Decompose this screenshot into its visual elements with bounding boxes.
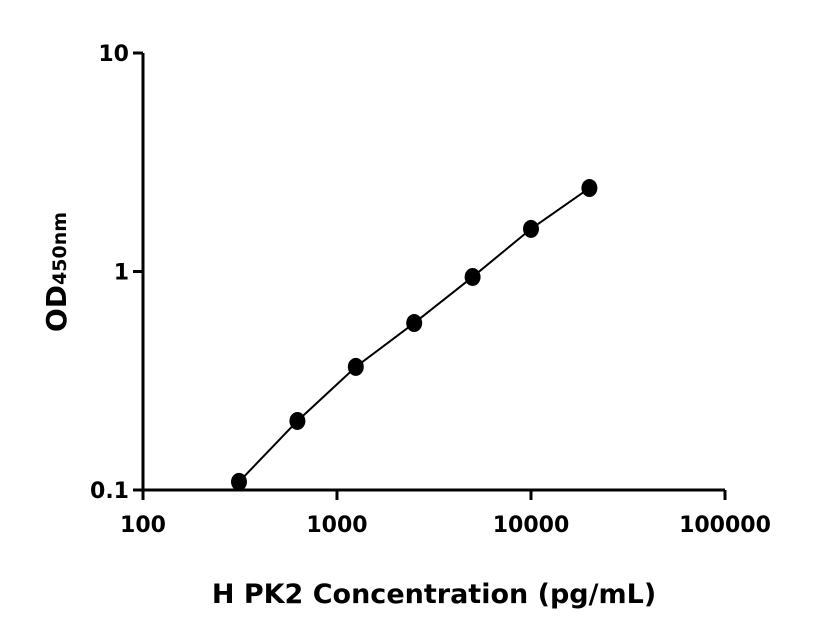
data-point	[347, 357, 364, 376]
y-label-main: OD	[40, 285, 73, 332]
y-label-subscript: 450nm	[49, 212, 71, 285]
data-point	[581, 179, 598, 198]
data-point	[464, 267, 481, 286]
data-point	[523, 219, 539, 238]
x-tick-label: 100	[120, 513, 166, 538]
y-tick-label: 10	[98, 42, 129, 67]
y-tick-label: 1	[114, 261, 129, 286]
data-point	[406, 314, 423, 333]
data-point	[231, 472, 248, 491]
y-tick-label: 0.1	[90, 479, 129, 504]
x-tick-label: 1000	[306, 513, 367, 538]
x-tick-label: 10000	[493, 513, 570, 538]
x-tick-label: 100000	[679, 513, 771, 538]
x-axis-label: H PK2 Concentration (pg/mL)	[212, 579, 656, 610]
data-point	[289, 411, 306, 430]
y-axis-label: OD450nm	[40, 212, 73, 332]
